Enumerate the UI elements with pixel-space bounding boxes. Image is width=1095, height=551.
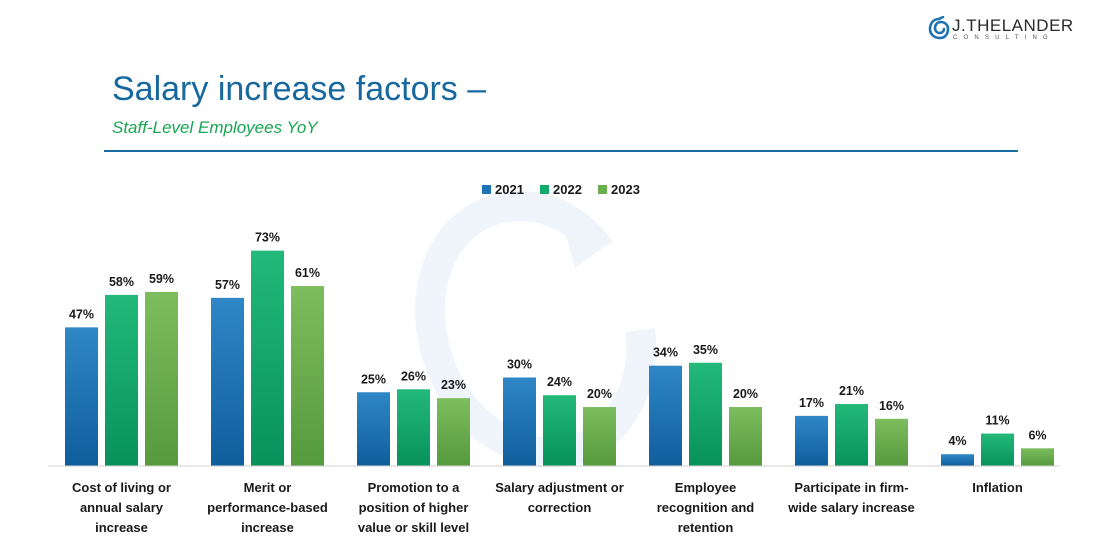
bar-2023-cat-0 [145,291,178,466]
data-label-2021-cat-2: 25% [361,372,386,386]
brand-logo: J.THELANDER CONSULTING [928,14,1078,44]
bar-2022-cat-2 [397,389,430,466]
bar-2021-cat-0 [65,327,98,466]
category-label-2: Promotion to a position of higher value or… [358,480,469,535]
data-label-2021-cat-4: 34% [653,346,678,360]
data-label-2022-cat-4: 35% [693,343,718,357]
bar-2022-cat-6 [981,433,1014,466]
data-label-2023-cat-6: 6% [1028,428,1046,442]
category-label-1: Merit or performance-based increase [207,480,328,535]
data-label-2021-cat-1: 57% [215,278,240,292]
bar-marks: 47% 57% 25% 30% 34% 17% 4% 58% 73% 26% 24% 35% 21% 11… [65,231,1054,466]
bar-2023-cat-2 [437,398,470,466]
bar-2021-cat-1 [211,297,244,466]
bar-2023-cat-4 [729,407,762,466]
data-label-2022-cat-5: 21% [839,384,864,398]
bar-2023-cat-1 [291,286,324,466]
data-label-2023-cat-5: 16% [879,399,904,413]
bar-2021-cat-5 [795,415,828,466]
spiral-logo-icon [928,16,950,40]
legend-label-2023: 2023 [611,182,640,197]
category-label-4: Employee recognition and retention [657,480,755,535]
bar-2022-cat-4 [689,362,722,466]
category-label-6: Inflation [972,480,1023,495]
legend-label-2022: 2022 [553,182,582,197]
data-label-2021-cat-6: 4% [948,434,966,448]
bar-2023-cat-3 [583,407,616,466]
category-labels: Cost of living or annual salary increase Me… [72,480,1023,535]
bar-2022-cat-0 [105,294,138,466]
bar-2022-cat-3 [543,395,576,466]
chart-legend: 2021 2022 2023 [482,182,640,197]
data-label-2021-cat-3: 30% [507,358,532,372]
title-divider [104,150,1018,152]
brand-tagline: CONSULTING [953,35,1054,41]
data-label-2022-cat-1: 73% [255,231,280,245]
category-label-5: Participate in firm-wide salary increase [787,480,914,515]
page-title: Salary increase factors – [112,70,487,108]
bar-2023-cat-6 [1021,448,1054,466]
bar-2022-cat-1 [251,250,284,466]
data-label-2021-cat-5: 17% [799,396,824,410]
bar-2021-cat-4 [649,365,682,466]
legend-label-2021: 2021 [495,182,524,197]
category-label-0: Cost of living or annual salary increase [72,480,171,535]
data-label-2023-cat-0: 59% [149,272,174,286]
bar-2023-cat-5 [875,418,908,466]
data-label-2022-cat-3: 24% [547,375,572,389]
bar-2022-cat-5 [835,404,868,466]
data-label-2022-cat-2: 26% [401,369,426,383]
data-label-2021-cat-0: 47% [69,307,94,321]
brand-name: J.THELANDER [952,16,1074,35]
data-label-2023-cat-1: 61% [295,266,320,280]
bar-2021-cat-2 [357,392,390,466]
bar-2021-cat-6 [941,454,974,466]
legend-swatch-2022 [540,185,549,194]
legend-swatch-2023 [598,185,607,194]
legend-swatch-2021 [482,185,491,194]
data-label-2023-cat-2: 23% [441,378,466,392]
data-label-2022-cat-6: 11% [985,414,1009,428]
bar-2021-cat-3 [503,377,536,466]
page-subtitle: Staff-Level Employees YoY [112,118,318,137]
category-label-3: Salary adjustment or correction [495,480,624,515]
data-label-2023-cat-3: 20% [587,387,612,401]
data-label-2022-cat-0: 58% [109,275,134,289]
data-label-2023-cat-4: 20% [733,387,758,401]
